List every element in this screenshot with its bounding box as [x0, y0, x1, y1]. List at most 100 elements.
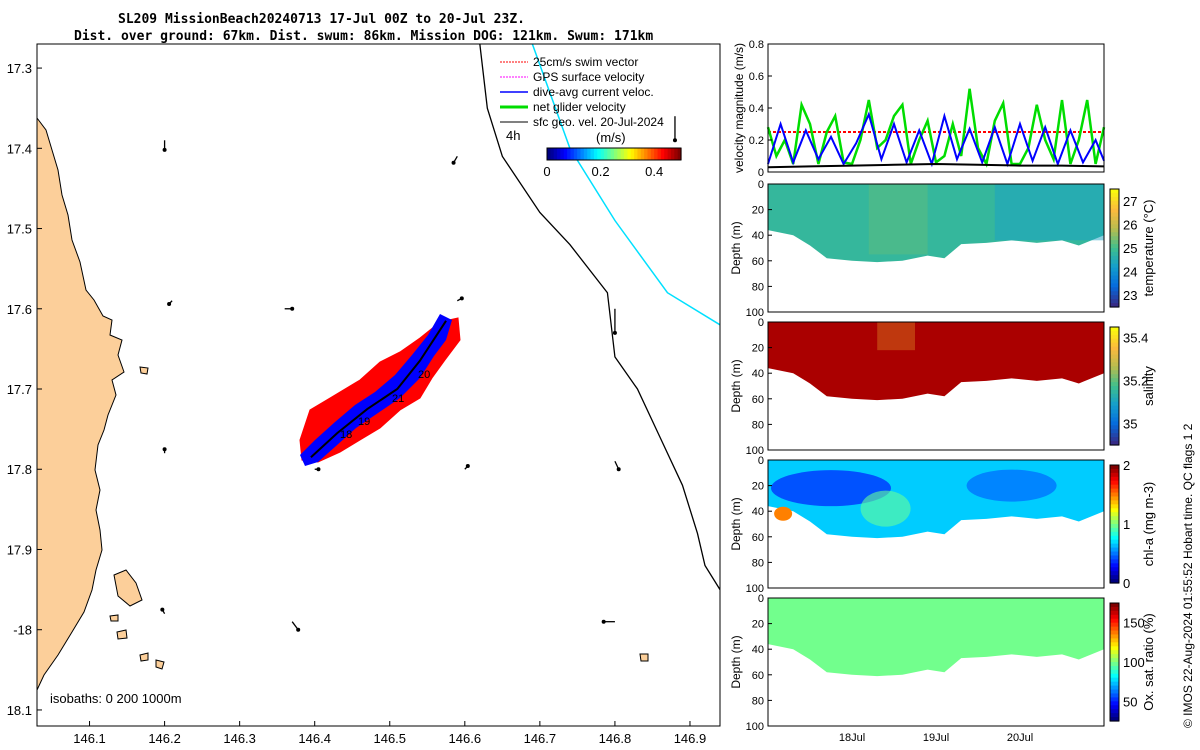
colorbar-chl-a-cell	[1110, 500, 1119, 505]
colorbar-salinity-cell	[1110, 370, 1119, 375]
colorbar-oxygen-cell	[1110, 681, 1119, 687]
colorbar-salinity-cell	[1110, 441, 1119, 446]
map-axes-frame	[36, 43, 721, 727]
section-ytick-label: 0	[758, 317, 764, 329]
colorbar-salinity-cell	[1110, 378, 1119, 383]
section-ytick-label: 80	[752, 419, 764, 431]
velocity-ytick-label: 0.2	[749, 135, 764, 147]
colorbar-chl-a-cell	[1110, 535, 1119, 541]
colorbar-oxygen-frame	[1109, 602, 1120, 722]
section-ytick-label: 100	[746, 583, 764, 595]
map-colorbar-cell	[674, 148, 679, 160]
map-colorbar-tick-label: 0	[543, 164, 550, 179]
map-colorbar-cell	[640, 148, 645, 160]
colorbar-oxygen-cell	[1110, 662, 1119, 667]
section-ylabel: Depth (m)	[729, 359, 743, 412]
colorbar-salinity-tick-label: 35.2	[1123, 374, 1148, 389]
section-ylabel: Depth (m)	[729, 635, 743, 688]
map-colorbar-cell	[587, 148, 592, 160]
colorbar-salinity-frame	[1109, 326, 1120, 446]
geo-vector-head	[616, 467, 621, 472]
map-colorbar-cell	[664, 148, 669, 160]
colorbar-oxygen-cell	[1110, 697, 1119, 702]
section-chl-a-low-patch	[771, 470, 891, 507]
time-xtick-label: 20Jul	[1007, 732, 1033, 744]
map-xtick-label: 146.7	[524, 731, 557, 746]
colorbar-chl-a-cell	[1110, 512, 1119, 517]
colorbar-chl-a-cell	[1110, 508, 1119, 513]
section-ytick-label: 100	[746, 721, 764, 733]
colorbar-chl-a-cell	[1110, 539, 1119, 545]
section-ytick-label: 60	[752, 670, 764, 682]
geo-vector-head	[612, 330, 617, 335]
geo-vector-head	[459, 296, 464, 301]
colorbar-chl-a-tick-label: 2	[1123, 458, 1130, 473]
colorbar-oxygen-cell	[1110, 669, 1119, 675]
colorbar-chl-a-cell	[1110, 567, 1119, 572]
map-xtick-label: 146.9	[674, 731, 707, 746]
colorbar-temperature-frame	[1109, 188, 1120, 308]
colorbar-chl-a-cell	[1110, 472, 1119, 478]
map-colorbar-cell	[573, 148, 578, 160]
map-xtick-label: 146.1	[73, 731, 106, 746]
map-ytick-label: 17.3	[7, 61, 32, 76]
colorbar-chl-a-cell	[1110, 559, 1119, 564]
colorbar-oxygen-cell	[1110, 626, 1119, 632]
colorbar-chl-a-cell	[1110, 551, 1119, 557]
map-colorbar-cell	[550, 148, 555, 160]
colorbar-chl-a-cell	[1110, 468, 1119, 474]
colorbar-salinity-cell	[1110, 330, 1119, 336]
section-ytick-label: 100	[746, 445, 764, 457]
section-ytick-label: 40	[752, 644, 764, 656]
current-vector-cloud	[300, 314, 452, 466]
colorbar-oxygen-cell	[1110, 614, 1119, 620]
map-xtick-label: 146.2	[148, 731, 181, 746]
section-ytick-label: 80	[752, 281, 764, 293]
map-colorbar-cell	[630, 148, 635, 160]
section-ytick-label: 40	[752, 230, 764, 242]
figure-title-line2: Dist. over ground: 67km. Dist. swum: 86k…	[74, 29, 654, 44]
colorbar-salinity-cell	[1110, 425, 1119, 430]
geo-vector-head	[162, 447, 167, 452]
colorbar-chl-a-cell	[1110, 571, 1119, 576]
section-chl-a-frame	[767, 459, 1105, 589]
section-ytick-label: 0	[758, 455, 764, 467]
track-label-1: 18	[340, 429, 352, 441]
time-xtick-label: 19Jul	[923, 732, 949, 744]
colorbar-oxygen-tick-label: 100	[1123, 655, 1145, 670]
section-ytick-label: 20	[752, 481, 764, 493]
colorbar-chl-a-cell	[1110, 484, 1119, 490]
colorbar-temperature-cell	[1110, 275, 1119, 281]
colorbar-oxygen-cell	[1110, 658, 1119, 663]
map-colorbar-cell	[644, 148, 649, 160]
map-legend: 25cm/s swim vector GPS surface velocity …	[500, 55, 664, 145]
map-colorbar-cell	[614, 148, 618, 160]
colorbar-salinity-cell	[1110, 362, 1119, 367]
section-temperature-frame	[767, 183, 1105, 313]
map-ytick-label: 17.4	[7, 141, 32, 156]
colorbar-temperature-cell	[1110, 291, 1119, 296]
map-colorbar-cell	[667, 148, 672, 160]
legend-geo: sfc geo. vel. 20-Jul-2024	[533, 115, 664, 129]
coastline-land	[36, 116, 125, 691]
colorbar-salinity-cell	[1110, 433, 1119, 438]
section-ytick-label: 60	[752, 532, 764, 544]
map-xtick-label: 146.6	[449, 731, 482, 746]
colorbar-chl-a-cell	[1110, 488, 1119, 494]
map-ytick-label: 18.1	[7, 703, 32, 718]
colorbar-oxygen-cell	[1110, 650, 1119, 655]
colorbar-salinity-cell	[1110, 437, 1119, 442]
map-colorbar-cell	[670, 148, 675, 160]
colorbar-salinity-cell	[1110, 358, 1119, 363]
map-colorbar-cell	[557, 148, 561, 160]
map-colorbar-cell	[650, 148, 655, 160]
colorbar-oxygen-cell	[1110, 618, 1119, 624]
glider-vector-cluster	[299, 314, 461, 466]
geo-vector-head	[290, 306, 295, 311]
section-chl-a-low-patch	[966, 469, 1057, 502]
section-ytick-label: 40	[752, 368, 764, 380]
colorbar-oxygen-cell	[1110, 606, 1119, 612]
map-colorbar-cell	[627, 148, 632, 160]
section-ytick-label: 80	[752, 695, 764, 707]
